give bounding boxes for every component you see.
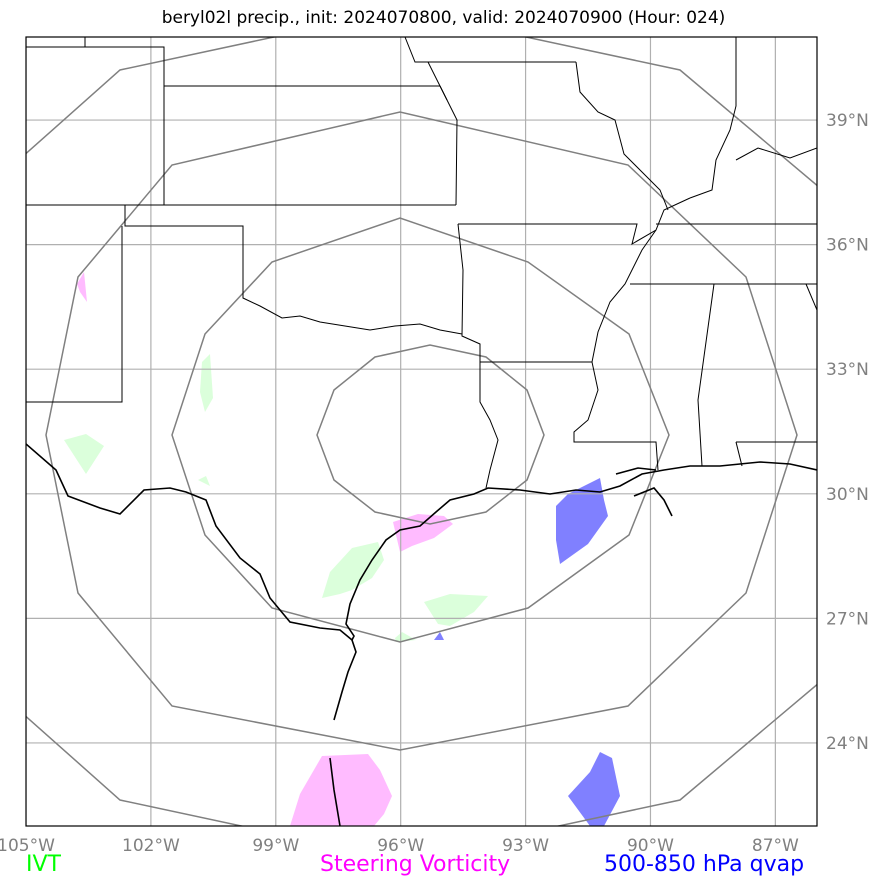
legend-ivt: IVT: [26, 852, 61, 877]
range-ring-1: [316, 344, 545, 525]
lon-tick-label: 87°W: [752, 836, 799, 856]
graticule: [26, 37, 817, 826]
legend-steering-vorticity: Steering Vorticity: [320, 852, 511, 877]
range-rings: [26, 37, 817, 826]
legend-qvap: 500-850 hPa qvap: [604, 852, 805, 877]
lon-tick-labels: 105°W 102°W 99°W 96°W 93°W 90°W 87°W: [0, 836, 799, 856]
range-ring-3: [45, 111, 798, 751]
lon-tick-label: 99°W: [252, 836, 299, 856]
lat-tick-label: 30°N: [826, 485, 869, 505]
coastlines: [26, 443, 817, 826]
lat-tick-label: 36°N: [826, 236, 869, 256]
lon-tick-label: 90°W: [627, 836, 674, 856]
lat-tick-label: 33°N: [826, 360, 869, 380]
lat-tick-labels: 39°N 36°N 33°N 30°N 27°N 24°N: [826, 111, 869, 754]
lon-tick-label: 93°W: [502, 836, 549, 856]
qvap-fill: [434, 478, 620, 826]
map-title: beryl02l precip., init: 2024070800, vali…: [161, 8, 726, 28]
lat-tick-label: 27°N: [826, 609, 869, 629]
plot-frame: [25, 36, 818, 827]
lat-tick-label: 24°N: [826, 734, 869, 754]
range-ring-2: [171, 217, 670, 643]
state-boundaries: [26, 37, 817, 489]
lat-tick-label: 39°N: [826, 111, 869, 131]
vort-fill: [77, 272, 453, 826]
lon-tick-label: 105°W: [0, 836, 55, 856]
range-ring-4: [26, 37, 817, 826]
lon-tick-label: 102°W: [122, 836, 180, 856]
lon-tick-label: 96°W: [377, 836, 424, 856]
